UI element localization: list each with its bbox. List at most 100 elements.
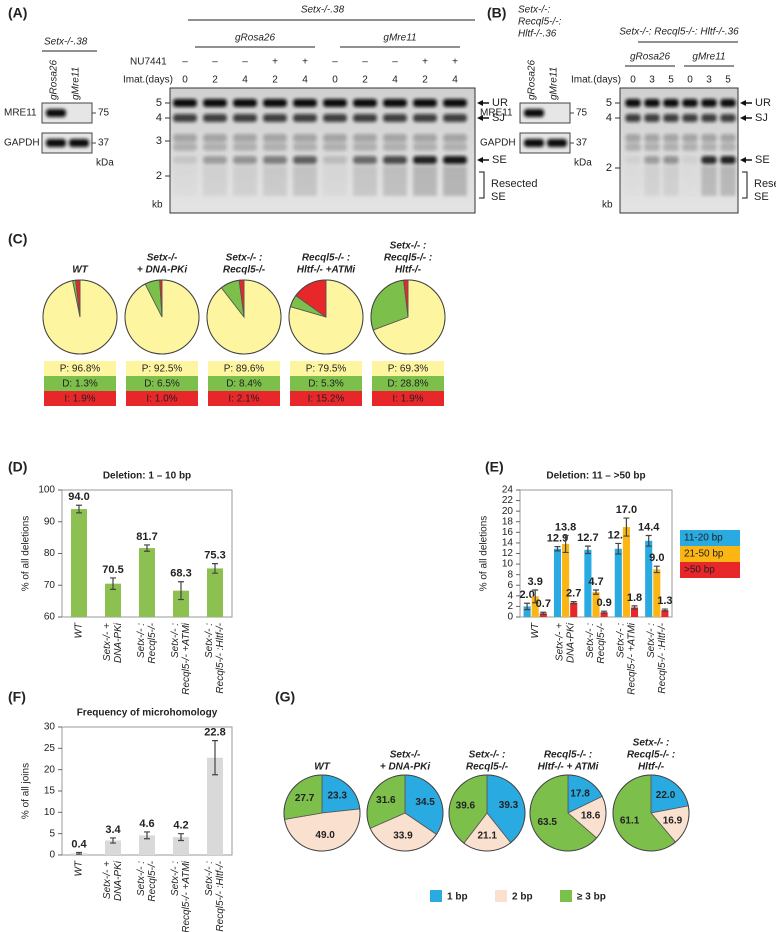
chart-title: Deletion: 1 – 10 bp xyxy=(103,471,191,482)
time-value: 0 xyxy=(332,75,338,86)
gel-band xyxy=(443,156,467,164)
label-box xyxy=(44,361,116,376)
bar xyxy=(173,590,189,617)
gel-band xyxy=(353,156,377,164)
y-tick-label: 12 xyxy=(502,548,514,559)
error-bar xyxy=(653,565,660,574)
value-label: 4.2 xyxy=(173,820,188,832)
treatment-mark: – xyxy=(362,57,368,68)
gel-band xyxy=(233,156,257,164)
gel-smear xyxy=(353,166,377,196)
pie-outline xyxy=(366,774,444,852)
value-label: D: 6.5% xyxy=(144,379,180,390)
pie-outline xyxy=(612,774,690,852)
error-bar xyxy=(601,610,608,614)
y-tick-label: 20 xyxy=(502,506,514,517)
protein-label: MRE11 xyxy=(480,108,513,119)
time-value: 4 xyxy=(392,75,398,86)
lane-label: gMre11 xyxy=(549,67,560,100)
legend-swatch xyxy=(495,890,507,902)
gel-band xyxy=(263,99,287,107)
genotype: Hltf-/-.36 xyxy=(518,29,557,40)
size-label: 75 xyxy=(576,108,588,119)
error-bar xyxy=(570,601,577,605)
gel-band xyxy=(173,114,197,122)
pie-title: Hltf-/- xyxy=(638,762,665,773)
error-bar xyxy=(110,837,116,844)
time-value: 3 xyxy=(649,75,655,86)
legend-label: >50 bp xyxy=(684,565,715,576)
gel-band xyxy=(720,114,736,122)
error-bar xyxy=(554,546,561,552)
gel-band xyxy=(293,143,317,151)
gel-smear xyxy=(233,166,257,196)
marker-label: 5 xyxy=(156,97,162,109)
error-bar xyxy=(144,831,150,840)
label-box xyxy=(126,391,198,406)
gel-smear xyxy=(203,166,227,196)
y-tick-label: 16 xyxy=(502,527,514,538)
gel-band xyxy=(173,143,197,151)
treatment-mark: – xyxy=(242,57,248,68)
bracket xyxy=(742,171,748,199)
value-label: P: 89.6% xyxy=(224,364,265,375)
slice-label: 21.1 xyxy=(477,830,497,841)
bar xyxy=(653,569,661,617)
y-tick-label: 80 xyxy=(44,548,56,559)
gel-band xyxy=(293,99,317,107)
gel-band xyxy=(644,134,660,142)
error-bar xyxy=(144,544,150,552)
gel-band xyxy=(203,114,227,122)
genotype: Setx-/-.38 xyxy=(301,5,345,16)
y-tick-label: 6 xyxy=(507,580,513,591)
error-bar xyxy=(540,611,547,615)
slice-label: 61.1 xyxy=(620,815,640,826)
arrow xyxy=(477,115,483,121)
error-bar xyxy=(76,851,82,855)
value-label: I: 1.9% xyxy=(392,394,423,405)
marker-unit: kb xyxy=(152,200,163,211)
bar xyxy=(531,596,539,617)
treatment-mark: – xyxy=(182,57,188,68)
pie-title: Setx-/- xyxy=(390,750,421,761)
label-box xyxy=(290,376,362,391)
pie-title: Hltf-/- xyxy=(395,265,422,276)
value-label: 22.8 xyxy=(204,727,225,739)
legend-swatch xyxy=(680,562,740,578)
group-label: gRosa26 xyxy=(235,33,275,44)
error-bar xyxy=(631,605,638,610)
time-value: 5 xyxy=(725,75,731,86)
gel-band xyxy=(383,99,407,107)
pie-title: Recql5-/- xyxy=(466,762,509,773)
protein-label: GAPDH xyxy=(4,138,40,149)
treatment-mark: – xyxy=(332,57,338,68)
gel-band xyxy=(233,134,257,142)
bracket-label: Resected xyxy=(754,178,776,190)
y-tick-label: 30 xyxy=(44,722,56,733)
x-tick-label: Setx-/- + xyxy=(102,623,113,661)
pie-title: WT xyxy=(314,762,330,773)
label-box xyxy=(126,361,198,376)
gel-band xyxy=(383,156,407,164)
panel-label: (B) xyxy=(487,5,506,21)
bar xyxy=(207,568,223,617)
value-label: 12.7 xyxy=(577,532,598,544)
x-tick-label: Recql5-/- :Hltf-/- xyxy=(215,622,226,693)
label-box xyxy=(126,376,198,391)
gel-band xyxy=(203,156,227,164)
error-bar xyxy=(645,534,652,547)
gel-band xyxy=(233,99,257,107)
band-label: SJ xyxy=(492,112,505,124)
protein-label: MRE11 xyxy=(4,108,37,119)
y-tick-label: 8 xyxy=(507,569,513,580)
pie-title: Setx-/- : xyxy=(390,241,427,252)
size-label: 37 xyxy=(98,138,110,149)
pie-title: Recql5-/- : xyxy=(302,253,350,264)
bar xyxy=(562,543,570,617)
bar xyxy=(173,837,189,855)
gel-band xyxy=(682,156,698,164)
gel xyxy=(619,87,739,214)
gel-band xyxy=(203,99,227,107)
panel-label: (G) xyxy=(275,689,295,705)
